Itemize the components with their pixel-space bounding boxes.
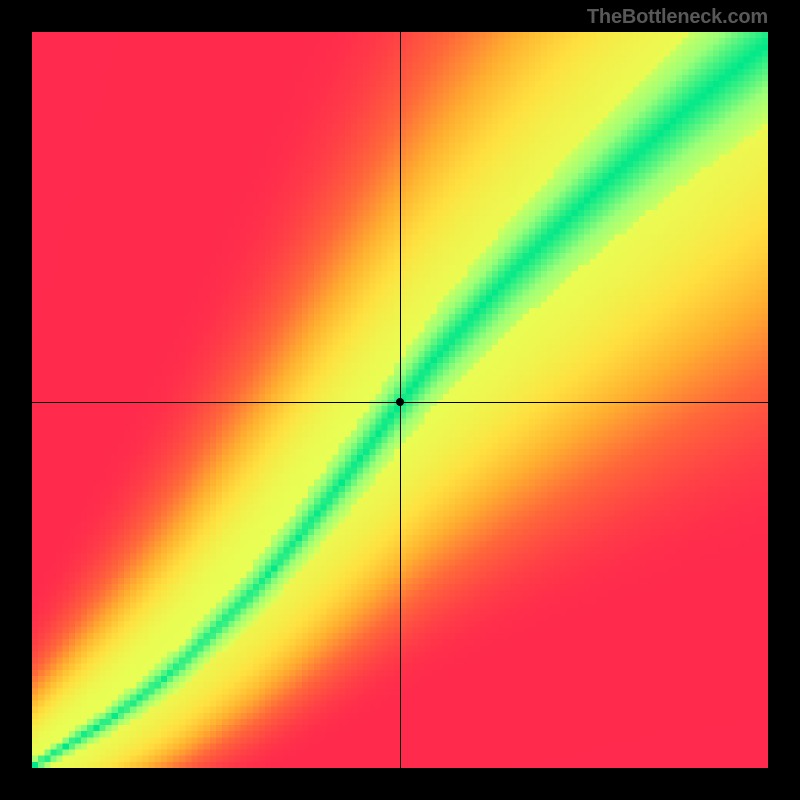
heatmap-plot — [32, 32, 768, 768]
crosshair-marker — [396, 398, 404, 406]
watermark-text: TheBottleneck.com — [587, 6, 768, 29]
